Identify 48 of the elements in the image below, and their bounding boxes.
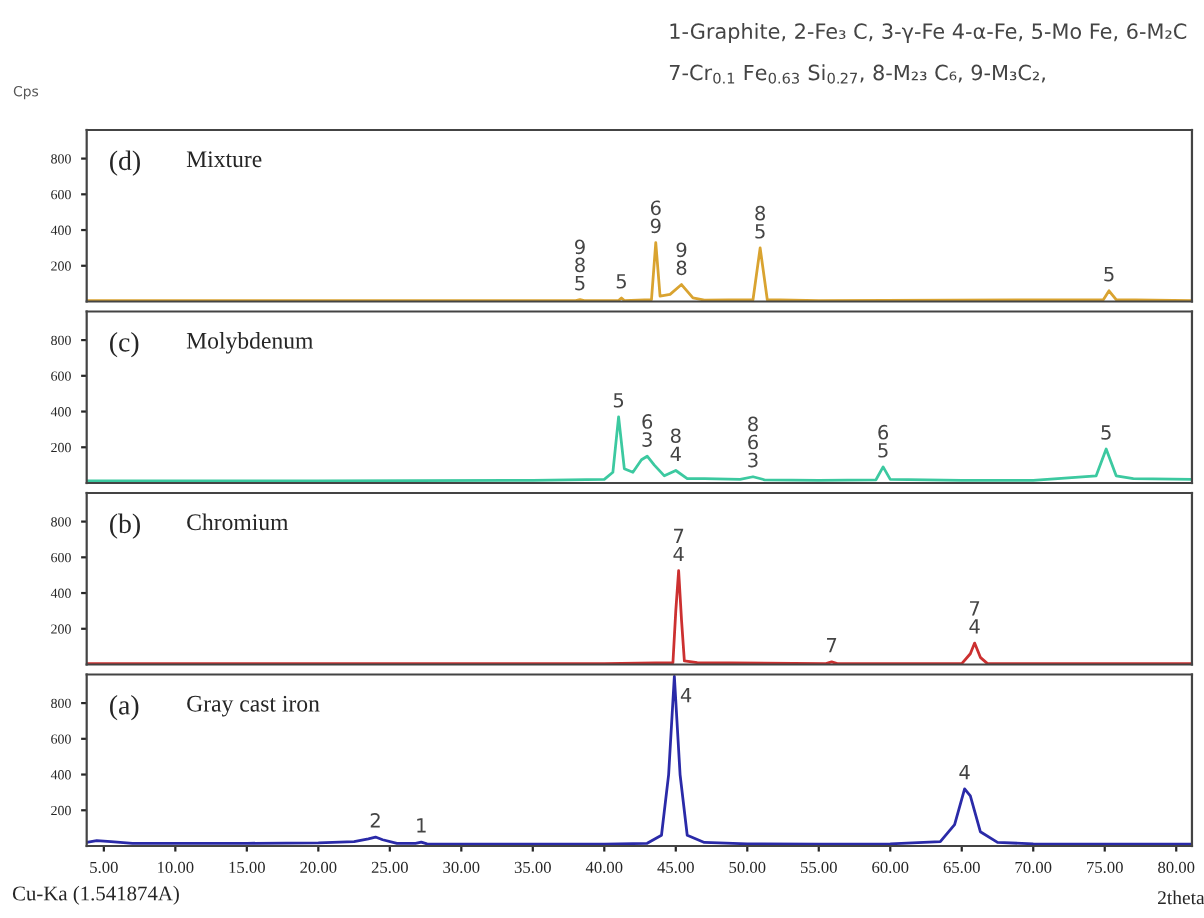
text: (d) <box>110 150 140 176</box>
text: (c) <box>110 332 139 358</box>
annotation: 7 4 <box>673 528 684 562</box>
annotation: 1 <box>417 818 426 833</box>
annotation: 5 <box>613 393 624 408</box>
annotation: 4 <box>959 765 970 780</box>
line-series <box>86 674 1192 846</box>
annotation: 6 5 <box>878 424 889 458</box>
annotation: 6 3 <box>642 414 653 447</box>
text: Gray cast iron <box>187 695 320 717</box>
annotation: 2 <box>370 813 380 828</box>
annotation: 8 6 3 <box>748 416 758 468</box>
text: 7-Cr$_{0.1}$ Fe$_{0.63}$ Si$_{0.27}$, 8-M₂₃ C₆, 9-M₃C₂, <box>669 64 1045 84</box>
x-tick-label: 40.00 <box>585 861 623 874</box>
annotation: 7 4 <box>969 601 980 634</box>
annotation: 4 <box>680 688 692 703</box>
x-axis-title: 2theta <box>1158 890 1204 905</box>
x-tick-label: 65.00 <box>943 861 980 874</box>
x-tick-label: 60.00 <box>872 861 909 874</box>
x-tick-label: 80.00 <box>1158 861 1195 874</box>
x-tick-label: 25.00 <box>371 861 408 874</box>
text: Chromium <box>187 513 289 531</box>
annotation: 5 <box>616 274 626 289</box>
annotation: 9 8 <box>676 242 687 276</box>
x-tick-label: 50.00 <box>729 861 766 874</box>
annotation: 7 <box>827 638 837 653</box>
x-tick-label: 20.00 <box>300 861 337 874</box>
text: 1-Graphite, 2-Fe₃ C, 3-γ-Fe 4-α-Fe, 5-Mo Fe, 6-M₂C <box>670 22 1187 44</box>
x-tick-label: 75.00 <box>1087 861 1123 874</box>
x-tick-label: 5.00 <box>90 861 118 874</box>
text: (b) <box>110 513 140 539</box>
x-tick-label: 10.00 <box>158 861 194 874</box>
text: Molybdenum <box>186 332 314 354</box>
annotation: 5 <box>1101 425 1111 440</box>
annotation: 8 5 <box>755 205 765 239</box>
x-tick-label: 45.00 <box>657 861 694 874</box>
text: Cu-Ka (1.541874A) <box>12 885 179 905</box>
annotation: 9 8 5 <box>575 239 585 291</box>
text: Mixture <box>186 151 262 168</box>
x-tick-label: 30.00 <box>443 861 480 874</box>
text: (a) <box>110 695 139 721</box>
x-tick-label: 35.00 <box>514 861 551 874</box>
annotation: 8 4 <box>670 428 681 461</box>
x-tick-label: 70.00 <box>1015 861 1052 874</box>
x-tick-label: 15.00 <box>229 861 265 874</box>
annotation: 5 <box>1104 267 1114 282</box>
annotation: 6 9 <box>650 200 661 234</box>
x-tick-label: 55.00 <box>800 861 837 874</box>
